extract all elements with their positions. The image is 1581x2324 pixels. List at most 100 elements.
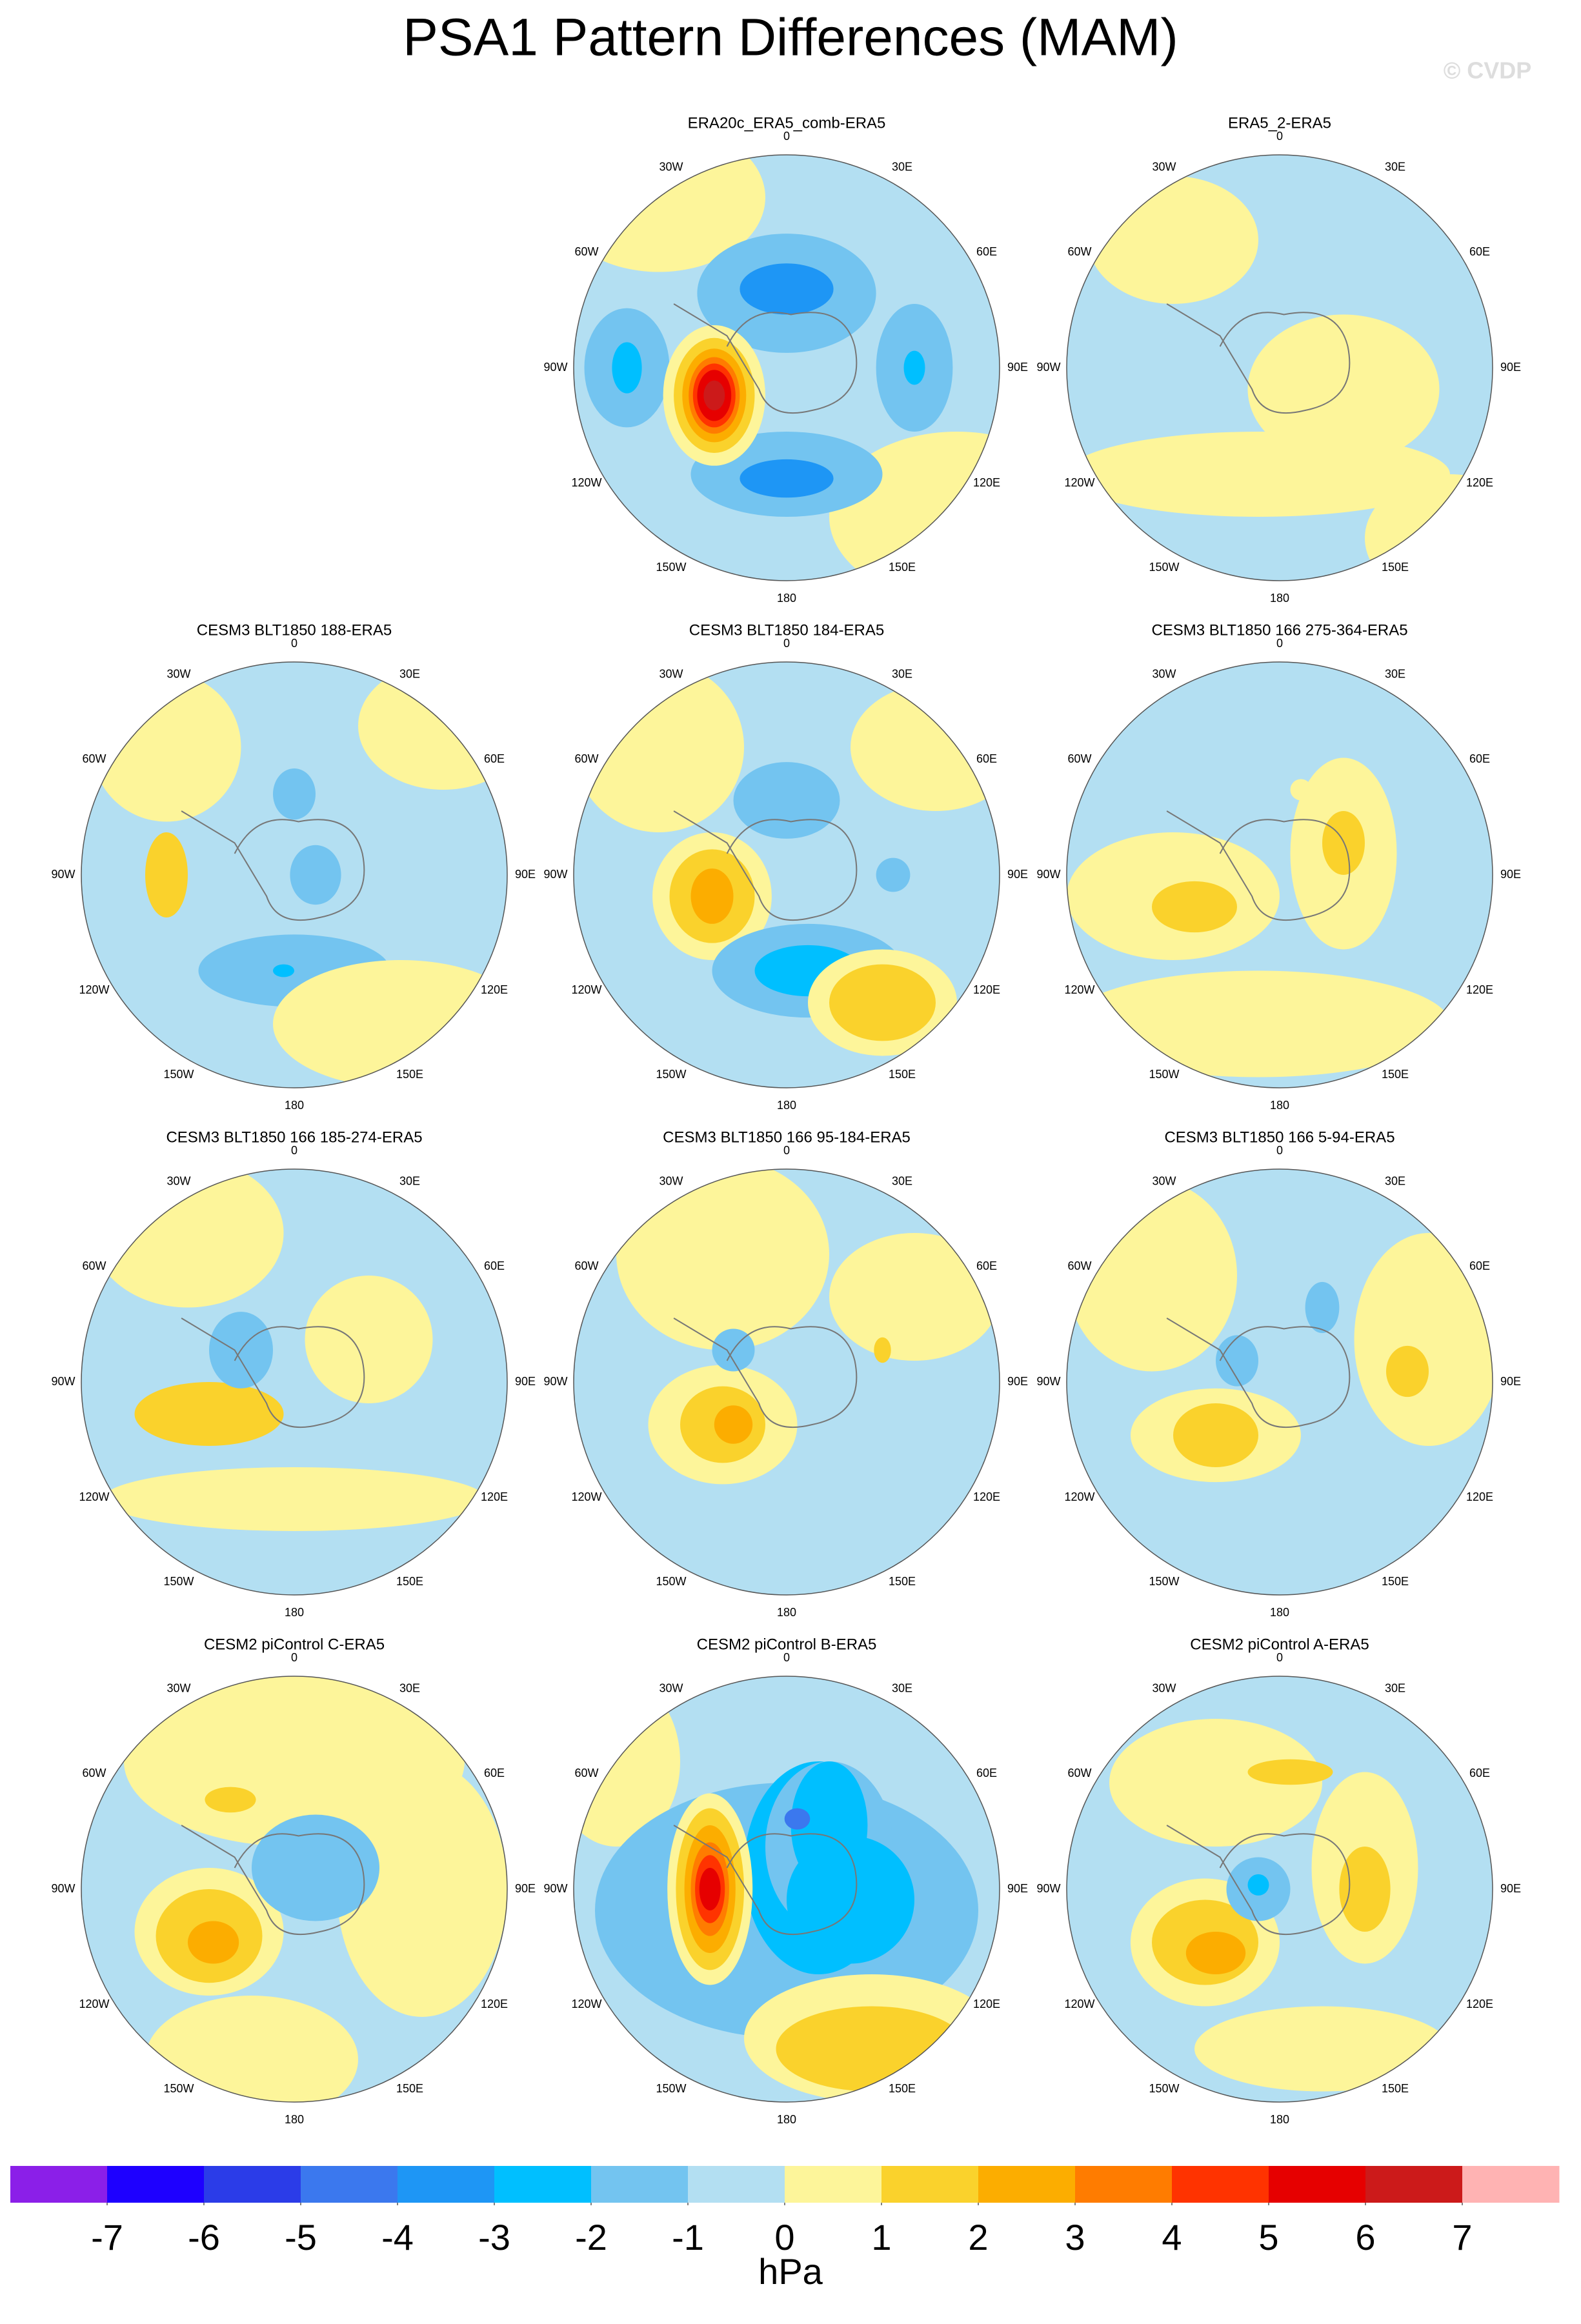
field-contour xyxy=(188,1921,239,1964)
lon-label: 60W xyxy=(1067,1259,1091,1272)
lon-label: 30W xyxy=(659,1175,683,1188)
lon-label: 60W xyxy=(82,752,106,765)
colorbar-label: 1 xyxy=(871,2217,891,2258)
field-contour xyxy=(145,1996,358,2102)
lon-label: 60E xyxy=(484,752,505,765)
map-field xyxy=(1067,1676,1493,2102)
lon-label: 120E xyxy=(481,1998,508,2010)
map-field xyxy=(574,662,1000,1088)
field-contour xyxy=(1109,1719,1322,1847)
lon-label: 90W xyxy=(51,1882,75,1895)
lon-label: 0 xyxy=(1276,637,1283,650)
lon-label: 30E xyxy=(892,1682,912,1695)
coastline xyxy=(1166,303,1351,414)
colorbar-label: -1 xyxy=(672,2217,704,2258)
map-field xyxy=(574,155,1000,581)
colorbar-box xyxy=(107,2166,205,2203)
lon-label: 30W xyxy=(166,1175,190,1188)
lon-label: 150W xyxy=(163,1068,194,1081)
lon-label: 0 xyxy=(1276,1144,1283,1157)
lon-label: 90E xyxy=(515,1882,536,1895)
colorbar-label: 7 xyxy=(1452,2217,1472,2258)
field-contour xyxy=(690,868,734,924)
lon-label: 120E xyxy=(1466,1998,1493,2010)
lon-label: 60E xyxy=(1469,1259,1490,1272)
lon-label: 30W xyxy=(1152,1682,1176,1695)
lon-label: 90W xyxy=(543,1882,567,1895)
panel-title: CESM3 BLT1850 184-ERA5 xyxy=(689,621,884,639)
coastline xyxy=(673,303,858,414)
colorbar-label: -4 xyxy=(381,2217,414,2258)
lon-label: 30E xyxy=(1385,161,1405,174)
panel-title: CESM3 BLT1850 188-ERA5 xyxy=(197,621,392,639)
colorbar-label: 2 xyxy=(968,2217,988,2258)
field-contour xyxy=(703,380,725,411)
lon-label: 120W xyxy=(1064,476,1094,489)
colorbar-box xyxy=(1462,2166,1560,2203)
colorbar-label: 4 xyxy=(1162,2217,1182,2258)
lon-label: 30E xyxy=(892,161,912,174)
lon-label: 120E xyxy=(481,1490,508,1503)
map-field xyxy=(574,1169,1000,1595)
field-contour xyxy=(740,263,834,315)
lon-label: 150E xyxy=(396,2082,423,2095)
map-border xyxy=(1066,1676,1493,2103)
colorbar-label: -6 xyxy=(188,2217,220,2258)
figure-title: PSA1 Pattern Differences (MAM) xyxy=(403,8,1178,67)
lon-label: 120E xyxy=(1466,983,1493,996)
field-contour xyxy=(337,1761,507,2017)
colorbar-label: -3 xyxy=(478,2217,510,2258)
lon-label: 90E xyxy=(1007,1882,1028,1895)
panel-title: CESM3 BLT1850 166 275-364-ERA5 xyxy=(1151,621,1407,639)
lon-label: 150E xyxy=(396,1575,423,1588)
lon-label: 150E xyxy=(396,1068,423,1081)
field-contour xyxy=(252,1814,379,1921)
colorbar-box xyxy=(785,2166,882,2203)
lon-label: 0 xyxy=(783,1651,790,1664)
coastline xyxy=(673,1825,858,1936)
field-contour xyxy=(92,672,241,822)
lon-label: 90E xyxy=(515,868,536,881)
field-contour xyxy=(699,1868,721,1910)
field-contour xyxy=(1067,970,1450,1077)
lon-label: 150W xyxy=(1149,1575,1179,1588)
lon-label: 150W xyxy=(656,2082,686,2095)
lon-label: 150W xyxy=(656,1068,686,1081)
lon-label: 60E xyxy=(484,1259,505,1272)
map-field xyxy=(574,1676,1000,2102)
lon-label: 90E xyxy=(1500,1375,1521,1388)
lon-label: 150W xyxy=(656,561,686,574)
field-contour xyxy=(784,1808,811,1830)
lon-label: 150E xyxy=(1382,1575,1409,1588)
field-contour xyxy=(273,964,294,977)
map-border xyxy=(573,1676,1000,2103)
lon-label: 0 xyxy=(291,637,297,650)
colorbar-label: -7 xyxy=(91,2217,123,2258)
lon-label: 90W xyxy=(51,1375,75,1388)
field-contour xyxy=(1247,314,1440,464)
map-border xyxy=(573,661,1000,1088)
field-contour xyxy=(290,845,341,905)
field-contour xyxy=(903,350,925,385)
lon-label: 30E xyxy=(399,1682,420,1695)
field-contour xyxy=(273,768,316,820)
colorbar-box xyxy=(494,2166,592,2203)
colorbar-box xyxy=(1075,2166,1173,2203)
lon-label: 150E xyxy=(1382,2082,1409,2095)
field-contour xyxy=(205,1787,256,1813)
field-contour xyxy=(1067,1179,1237,1372)
lon-label: 180 xyxy=(1270,1606,1289,1619)
lon-label: 30E xyxy=(399,668,420,681)
lon-label: 120W xyxy=(79,1490,109,1503)
lon-label: 90E xyxy=(1500,1882,1521,1895)
colorbar-box xyxy=(1365,2166,1463,2203)
lon-label: 120W xyxy=(79,1998,109,2010)
lon-label: 30W xyxy=(659,1682,683,1695)
lon-label: 150W xyxy=(1149,2082,1179,2095)
